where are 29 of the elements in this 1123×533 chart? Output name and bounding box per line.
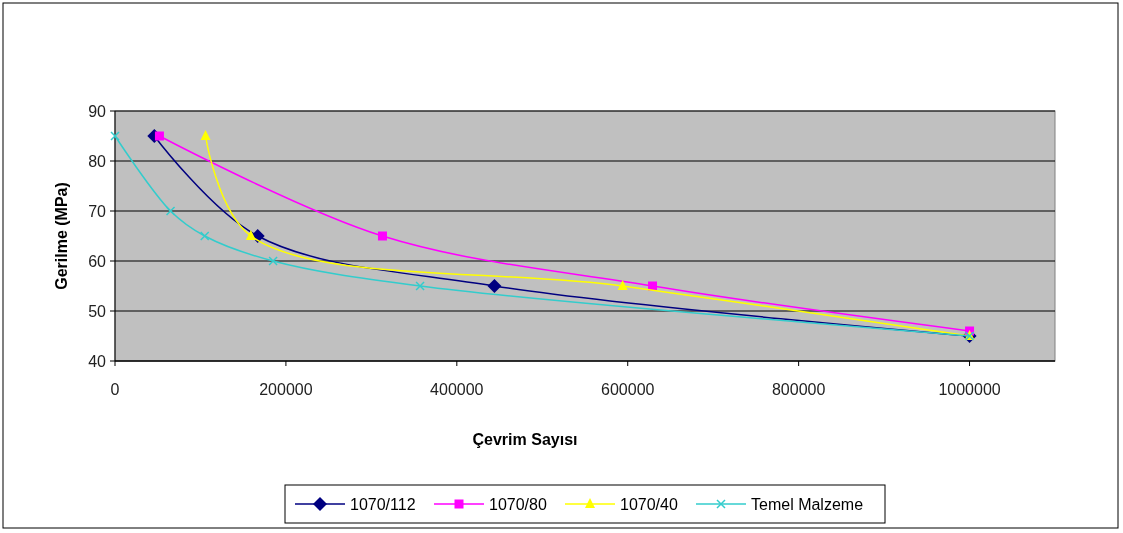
y-tick-label: 50 (88, 302, 107, 320)
legend-label: 1070/112 (350, 495, 416, 513)
y-tick-label: 80 (88, 152, 107, 170)
point (200, 130, 211, 140)
point (245, 230, 256, 240)
point (487, 279, 502, 293)
y-axis-title: Gerilme (MPa) (53, 182, 70, 290)
point (415, 281, 425, 291)
x-tick-label: 200000 (259, 381, 313, 398)
point (377, 231, 387, 241)
legend-label: 1070/80 (489, 495, 547, 513)
x-tick-label: 400000 (430, 381, 484, 398)
x-tick-label: 0 (110, 381, 120, 398)
x-tick-label: 1000000 (938, 381, 1001, 398)
point (165, 206, 176, 216)
x-tick-label: 600000 (601, 381, 655, 398)
x-tick-label: 800000 (771, 381, 826, 398)
point (268, 256, 278, 266)
point (154, 131, 164, 141)
y-tick-label: 70 (88, 202, 107, 220)
point (110, 131, 120, 141)
point (199, 231, 210, 241)
y-tick-label: 40 (88, 352, 107, 370)
y-tick-label: 60 (88, 252, 107, 270)
point (617, 280, 628, 290)
legend-label: Temel Malzeme (751, 495, 864, 513)
legend-label: 1070/40 (620, 495, 678, 513)
x-axis-title: Çevrim Sayısı (472, 431, 578, 448)
y-tick-label: 90 (88, 102, 107, 120)
